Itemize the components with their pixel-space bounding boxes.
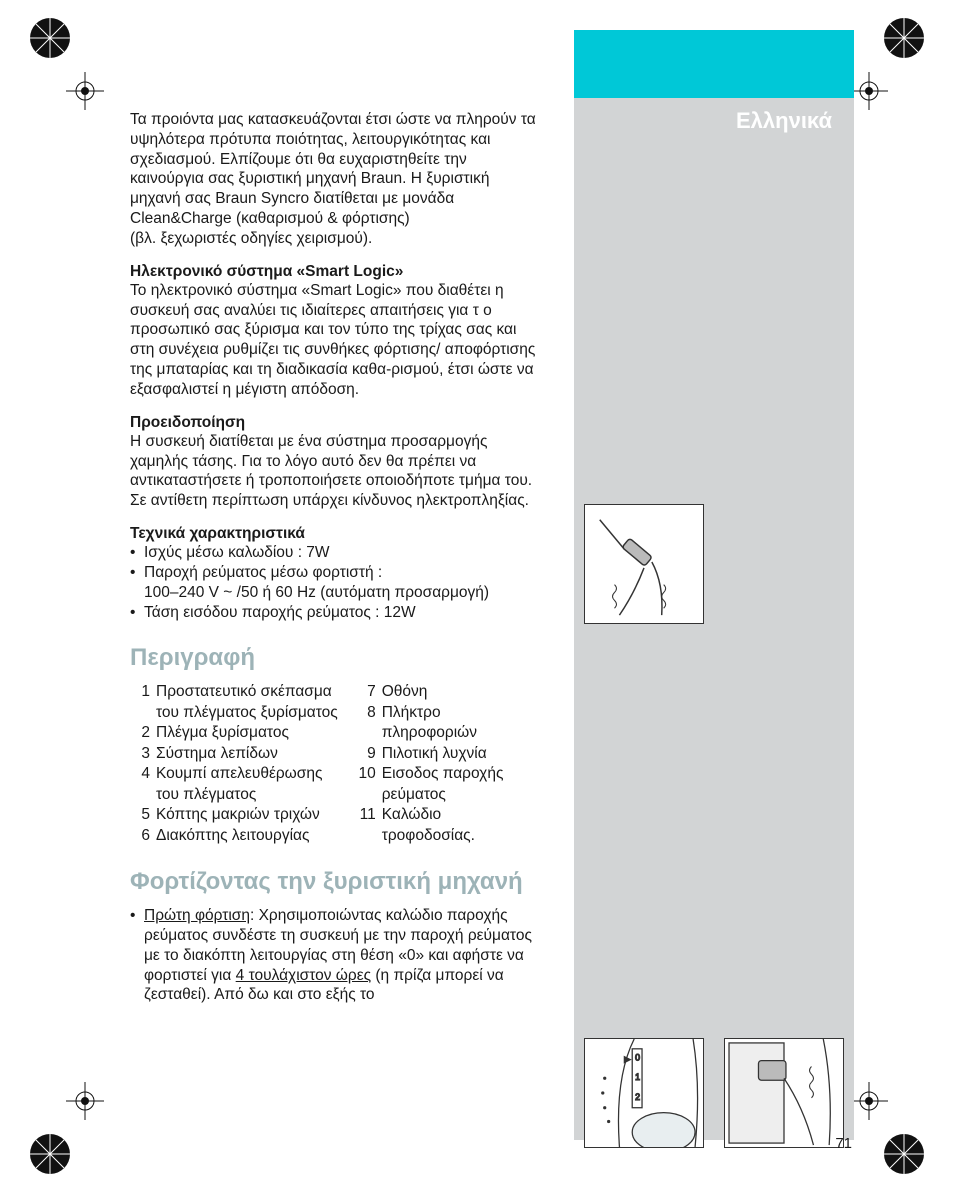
language-header: Ελληνικά [736,108,832,134]
smart-logic-heading: Ηλεκτρονικό σύστημα «Smart Logic» [130,263,540,281]
desc-label: Πλέγμα ξυρίσματος [156,723,338,743]
intro-paragraph: Τα προιόντα μας κατασκευάζονται έτσι ώστ… [130,110,540,249]
tech-item-text: Παροχή ρεύματος μέσω φορτιστή : [144,564,382,581]
tech-item: Παροχή ρεύματος μέσω φορτιστή : 100–240 … [130,563,540,603]
description-columns: 1 Προστατευτικό σκέπασματου πλέγματος ξυρ… [130,682,540,846]
desc-label: Πιλοτική λυχνία [382,744,504,764]
section-heading-description: Περιγραφή [130,644,540,672]
right-column: Ελληνικά 0 1 2 [574,30,854,1140]
desc-number: 4 [130,764,150,784]
intro-note: (βλ. ξεχωριστές οδηγίες χειρισμού). [130,230,372,247]
illustration-wall-plug [724,1038,844,1148]
desc-number: 7 [356,682,376,702]
warning-heading: Προειδοποίηση [130,414,540,432]
charging-list: Πρώτη φόρτιση: Χρησιμοποιώντας καλώδιο π… [130,906,540,1005]
desc-label: Προστατευτικό σκέπασμα [156,682,338,702]
description-col-right: 7 Οθόνη 8 Πλήκτροπληροφοριών 9 Πιλοτική λυχνί… [356,682,504,846]
desc-label: Πλήκτρο [382,703,504,723]
smart-logic-body: Το ηλεκτρονικό σύστημα «Smart Logic» που… [130,281,540,400]
registration-mark-tr [874,8,934,68]
svg-text:0: 0 [635,1053,640,1063]
desc-label: ρεύματος [382,785,504,805]
svg-text:2: 2 [635,1092,640,1102]
tech-spec-heading: Τεχνικά χαρακτηριστικά [130,525,540,543]
desc-number: 10 [356,764,376,784]
desc-number [356,785,376,805]
desc-label: Εισοδος παροχής [382,764,504,784]
svg-text:1: 1 [635,1072,640,1082]
desc-label: πληροφοριών [382,723,504,743]
page-number: 71 [835,1135,852,1152]
desc-label: Σύστημα λεπίδων [156,744,338,764]
desc-label: τροφοδοσίας. [382,826,504,846]
underline-first-charge: Πρώτη φόρτιση [144,907,250,924]
desc-number: 3 [130,744,150,764]
desc-number [356,723,376,743]
illustration-shaver-switch: 0 1 2 [584,1038,704,1148]
desc-label: Κόπτης μακριών τριχών [156,805,338,825]
desc-number [130,703,150,723]
crop-cross-bl [66,1082,104,1120]
tech-item: Τάση εισόδου παροχής ρεύματος : 12W [130,603,540,623]
desc-number: 6 [130,826,150,846]
page-frame: Ελληνικά 0 1 2 [118,30,858,1140]
desc-label: Διακόπτης λειτουργίας [156,826,338,846]
desc-label: Οθόνη [382,682,504,702]
tech-item-sub: 100–240 V ~ /50 ή 60 Hz (αυτόματη προσαρ… [144,583,540,603]
desc-label: Κουμπί απελευθέρωσης [156,764,338,784]
description-col-left: 1 Προστατευτικό σκέπασματου πλέγματος ξυρ… [130,682,338,846]
desc-label: του πλέγματος [156,785,338,805]
desc-number [356,826,376,846]
desc-number: 2 [130,723,150,743]
desc-number: 11 [356,805,376,825]
cyan-tab [574,30,854,98]
desc-number: 9 [356,744,376,764]
desc-label: Καλώδιο [382,805,504,825]
desc-label: του πλέγματος ξυρίσματος [156,703,338,723]
section-heading-charging: Φορτίζοντας την ξυριστική μηχανή [130,868,540,896]
desc-number: 5 [130,805,150,825]
illustration-power-cord [584,504,704,624]
tech-spec-list: Ισχύς μέσω καλωδίου : 7W Παροχή ρεύματος… [130,543,540,622]
registration-mark-br [874,1124,934,1184]
registration-mark-tl [20,8,80,68]
crop-cross-tl [66,72,104,110]
warning-body: Η συσκευή διατίθεται με ένα σύστημα προσ… [130,432,540,511]
left-column: Τα προιόντα μας κατασκευάζονται έτσι ώστ… [130,110,540,1005]
charging-item: Πρώτη φόρτιση: Χρησιμοποιώντας καλώδιο π… [130,906,540,1005]
underline-4-hours: 4 τουλάχιστον ώρες [236,967,371,984]
tech-item: Ισχύς μέσω καλωδίου : 7W [130,543,540,563]
intro-text: Τα προιόντα μας κατασκευάζονται έτσι ώστ… [130,111,536,227]
desc-number: 8 [356,703,376,723]
desc-number: 1 [130,682,150,702]
desc-number [130,785,150,805]
tech-item-text: Τάση εισόδου παροχής ρεύματος : 12W [144,604,416,621]
registration-mark-bl [20,1124,80,1184]
tech-item-text: Ισχύς μέσω καλωδίου : 7W [144,544,330,561]
